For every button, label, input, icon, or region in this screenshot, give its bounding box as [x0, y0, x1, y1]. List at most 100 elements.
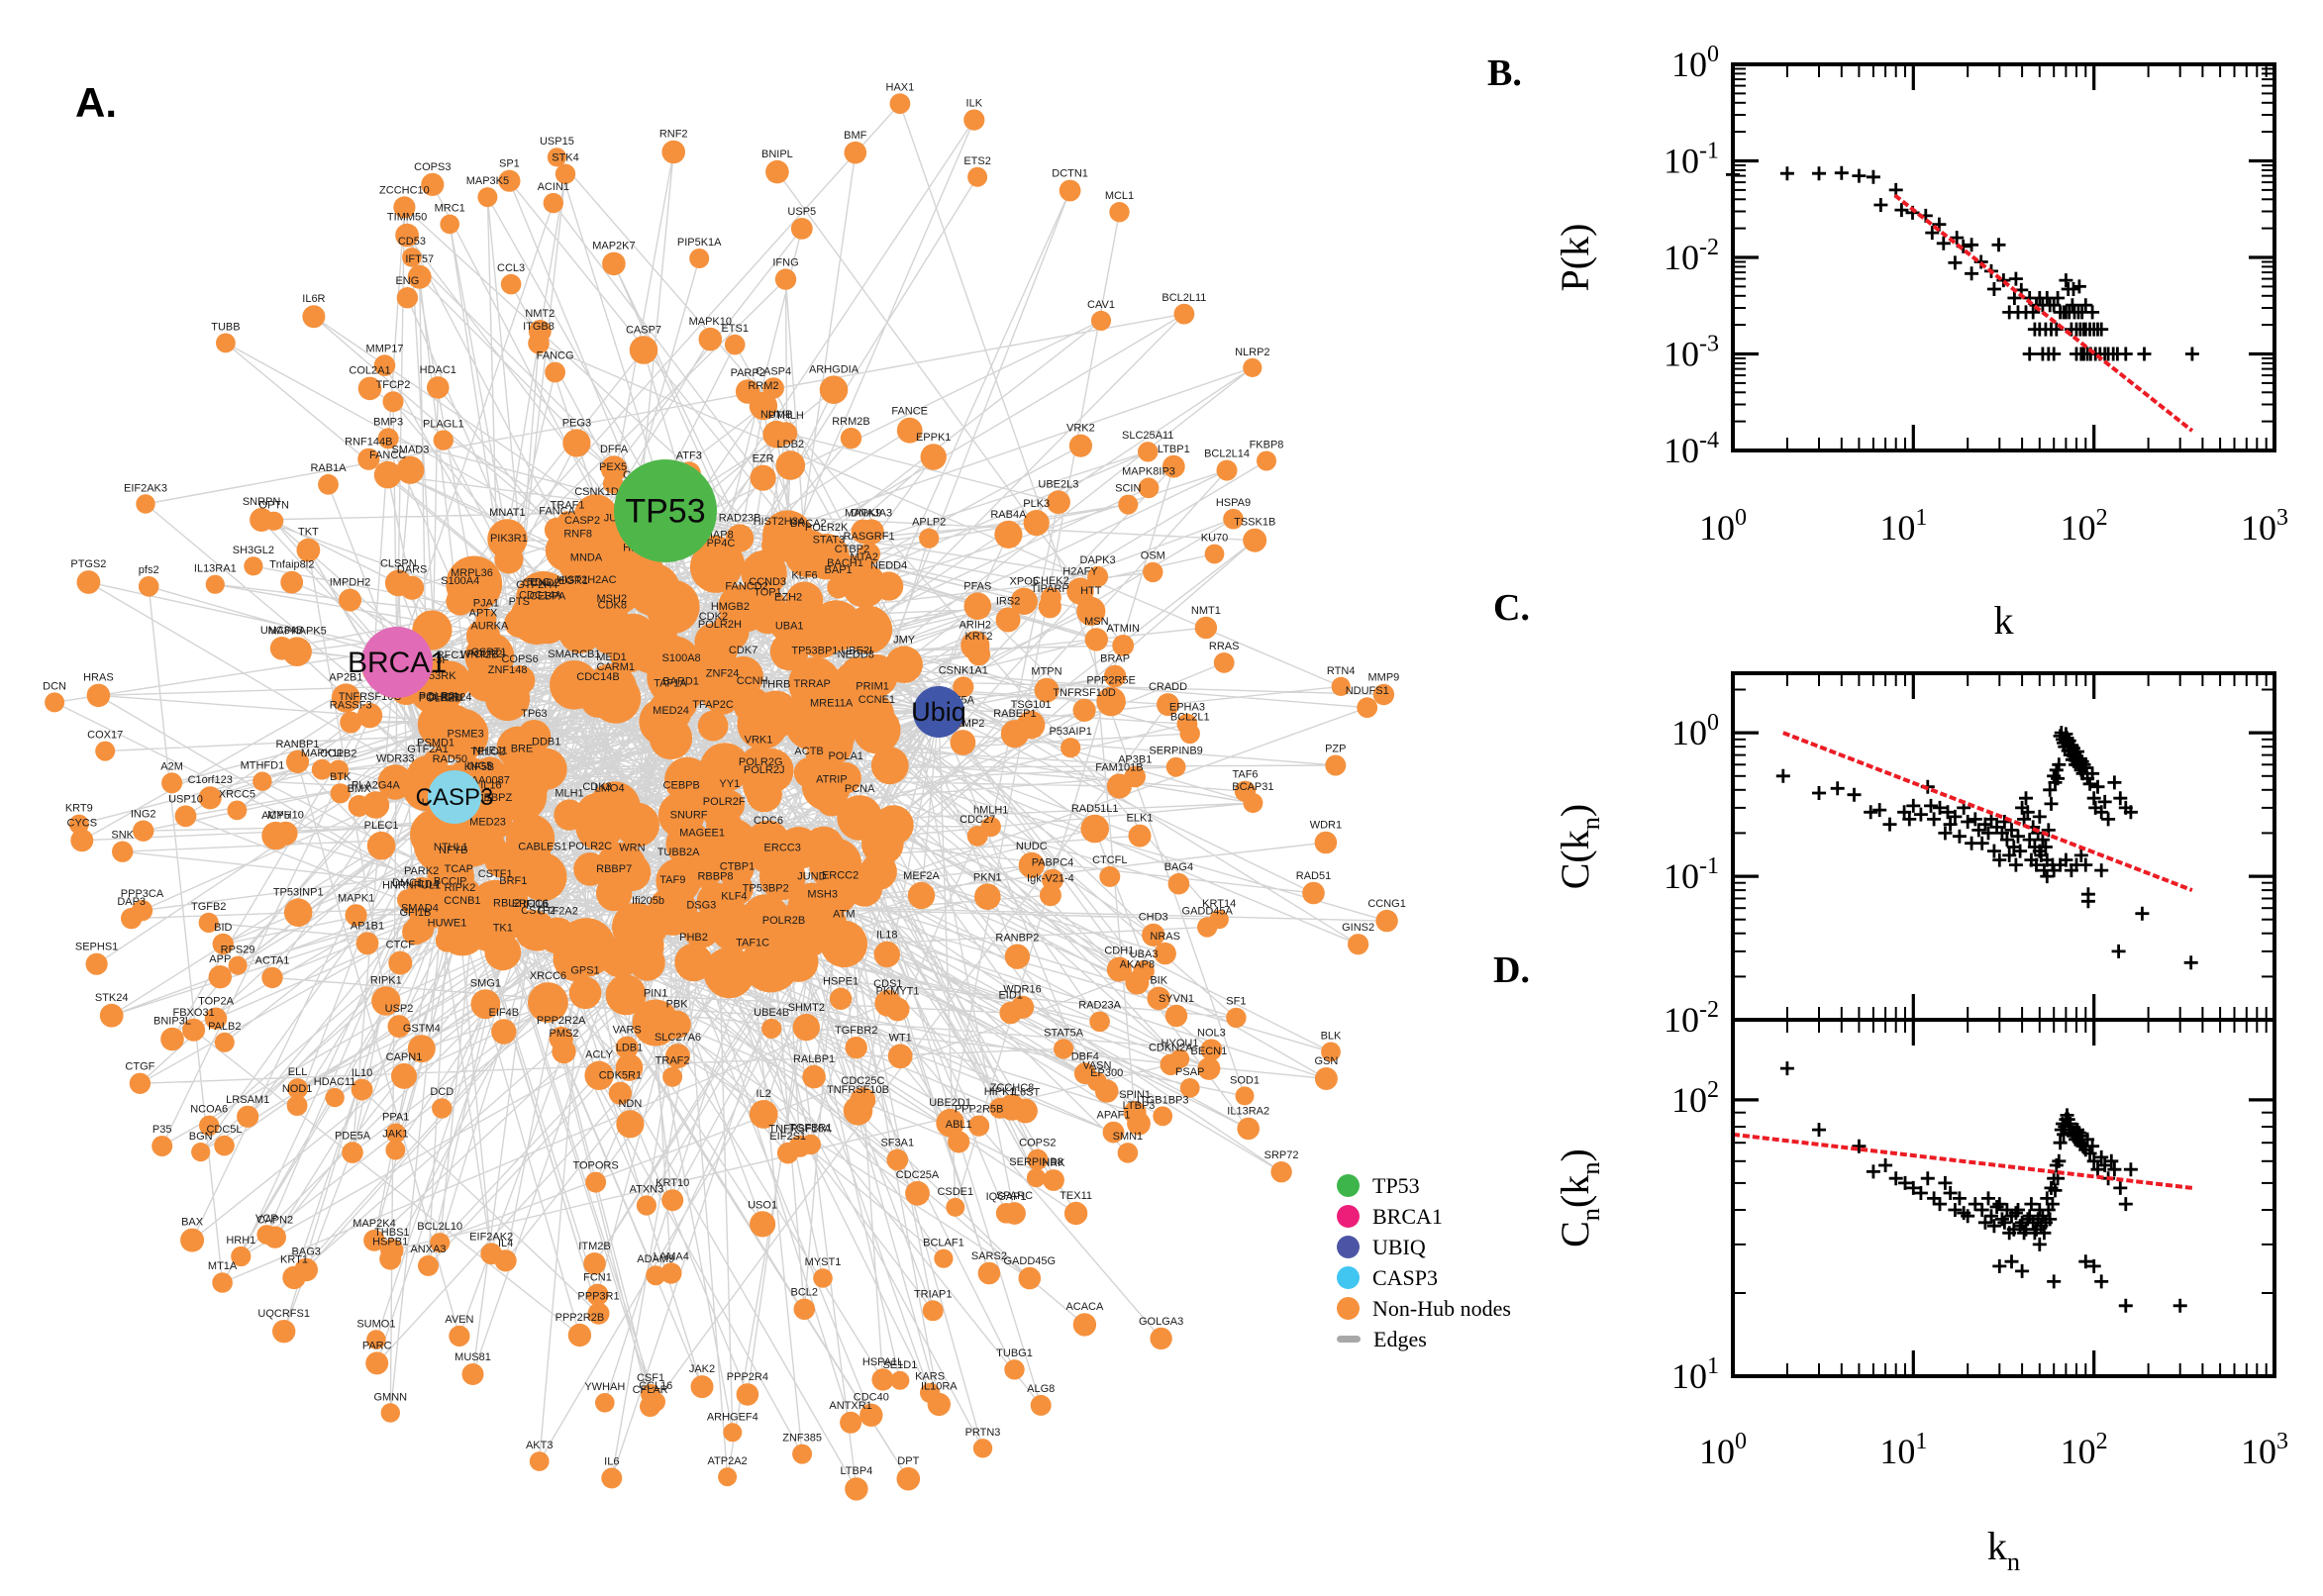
network-node [515, 910, 556, 951]
network-node [972, 1439, 993, 1458]
network-node [1072, 698, 1096, 723]
network-node [1023, 510, 1050, 537]
network-node-label: TEX11 [1060, 1190, 1092, 1202]
network-node-label: PIP5K1A [677, 237, 722, 249]
network-node-label: GOLGA3 [1139, 1316, 1183, 1328]
network-node-label: JAK2 [689, 1363, 715, 1375]
network-node-label: TOP2A [198, 996, 235, 1008]
network-node-label: CSTF1 [478, 868, 513, 880]
network-node [328, 759, 349, 780]
network-node-label: PBK [666, 999, 689, 1011]
network-node-label: USP2 [385, 1003, 414, 1015]
network-node-label: SNK [111, 830, 134, 842]
network-node-label: PTHLH [768, 410, 804, 422]
network-node [269, 637, 294, 660]
network-node [500, 273, 522, 295]
axis-tick-label: 100 [1699, 505, 1747, 548]
network-node-label: TK1 [493, 922, 513, 934]
network-node-label: TAF9 [659, 874, 685, 886]
axis-tick-label: 10-1 [1664, 139, 1719, 181]
network-node-label: APLP2 [912, 517, 946, 529]
network-node-label: HSPA1L [862, 1356, 903, 1368]
network-node-label: LRSAM1 [226, 1094, 269, 1106]
network-node-label: C1orf123 [188, 774, 233, 786]
network-node-label: ATRIP [816, 773, 848, 785]
network-node-label: MSH3 [807, 889, 838, 901]
network-node-label: BCL2L1 [1170, 712, 1210, 724]
network-node-label: KRT10 [656, 1177, 689, 1189]
network-node-label: CEBPA [530, 591, 566, 603]
network-node-label: KARS [915, 1371, 945, 1383]
network-node-label: CLSPN [380, 558, 417, 570]
network-node [1321, 1042, 1341, 1062]
network-node [1235, 1086, 1255, 1106]
network-node-label: PPP2R4 [727, 1371, 768, 1383]
network-node-label: POLR2K [805, 522, 849, 534]
network-node-label: CASP2 [564, 515, 600, 527]
network-node [1216, 459, 1238, 481]
network-node-label: NFYB [439, 845, 467, 856]
network-node [646, 1392, 665, 1412]
network-node [380, 1403, 400, 1423]
network-node [646, 1265, 666, 1286]
network-node [1162, 454, 1185, 478]
network-node-label: RAD23B [719, 512, 761, 524]
network-node-label: PMS2 [550, 1028, 579, 1040]
network-node [1325, 754, 1347, 776]
network-node-label: CDK3 [582, 781, 611, 793]
network-node-label: CD4 [417, 879, 439, 891]
network-node [775, 450, 806, 480]
network-node-label: MT1A [208, 1260, 238, 1272]
network-node [595, 1393, 615, 1413]
network-node-label: VARS [613, 1025, 642, 1037]
network-node [407, 877, 436, 906]
network-node-label: EZH2 [774, 592, 802, 604]
legend-item-ubiq: UBIQ [1337, 1232, 1511, 1262]
network-node-label: NRAS [1150, 931, 1180, 943]
network-node-label: RAD23A [1078, 1000, 1121, 1012]
network-node [1176, 713, 1198, 735]
network-node [252, 771, 272, 791]
network-node-label: CCNG1 [1367, 898, 1406, 910]
network-node-label: CDKN2A [1149, 1042, 1193, 1053]
network-node [845, 1036, 867, 1059]
network-node [1133, 959, 1155, 982]
network-node [129, 1072, 152, 1095]
network-node-label: PLAGL1 [423, 418, 464, 430]
network-node-label: NMT2 [525, 308, 555, 320]
network-node [256, 1225, 277, 1245]
network-node [968, 1115, 990, 1137]
network-node-label: PDE5A [335, 1130, 371, 1142]
legend-item-tp53: TP53 [1337, 1170, 1511, 1201]
network-node-label: JUND [797, 871, 826, 883]
network-node-label: OSM [1141, 550, 1165, 562]
network-node [199, 1115, 220, 1137]
network-node-label: PLEC1 [364, 820, 399, 832]
network-node-label: CHD3 [1139, 912, 1168, 924]
hub-node-label: Ubiq [911, 697, 966, 727]
network-node [161, 772, 183, 794]
network-node-label: PPP3R1 [577, 1291, 619, 1303]
network-node [851, 519, 875, 544]
network-node-label: ZCCHC8 [990, 1082, 1035, 1094]
network-node [504, 608, 535, 638]
network-node-label: EIF2S1 [769, 1131, 806, 1143]
network-node-label: PSAP [1175, 1066, 1204, 1078]
network-node [387, 1015, 411, 1039]
network-node [393, 196, 416, 219]
network-node [1030, 1394, 1052, 1416]
network-node-label: IL6ST [1011, 1087, 1041, 1099]
network-node [591, 794, 628, 830]
network-node [768, 603, 808, 643]
network-node [212, 933, 234, 955]
network-node [1109, 202, 1130, 223]
network-node-label: PSME3 [447, 729, 483, 741]
panel-c-plot: 100 10-1 10-2 [1664, 671, 2276, 1040]
node-swatch-icon [1337, 1297, 1360, 1320]
network-node [830, 762, 861, 794]
network-node-label: HDAC11 [314, 1076, 356, 1088]
network-node-label: CCL3 [497, 262, 525, 274]
network-node-label: MED1 [596, 651, 627, 663]
network-node [1348, 934, 1369, 955]
network-node [1073, 1062, 1096, 1085]
